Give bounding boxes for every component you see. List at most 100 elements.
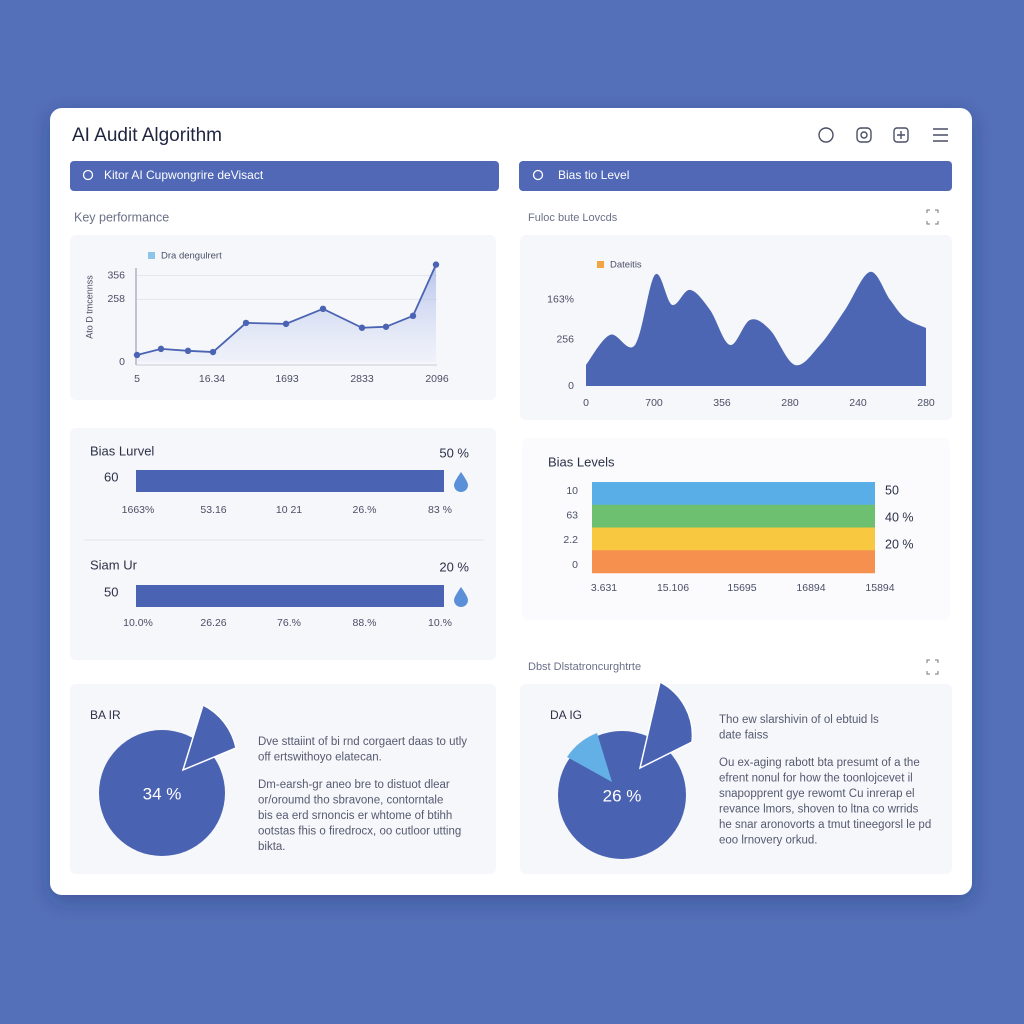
area-series xyxy=(586,271,926,386)
drop-icon xyxy=(454,587,468,607)
progress-tick: 10.0% xyxy=(123,617,153,629)
level-y-label: 0 xyxy=(572,559,578,571)
paragraph-line: he snar aronovorts a tmut tineegorsl le … xyxy=(719,819,931,831)
pie-title: BA IR xyxy=(90,708,121,722)
paragraph-line: Ou ex-aging rabott bta presumt of a the xyxy=(719,757,920,769)
progress-bar xyxy=(136,585,444,607)
level-y-label: 10 xyxy=(566,485,578,497)
y-tick-label: 0 xyxy=(568,380,574,392)
y-tick-label: 256 xyxy=(556,334,574,346)
progress-label: Bias Lurvel xyxy=(90,443,154,458)
line-point xyxy=(133,351,141,359)
x-tick-label: 0 xyxy=(583,397,589,409)
level-x-label: 15695 xyxy=(727,582,756,594)
line-point xyxy=(432,261,440,268)
level-band xyxy=(592,482,875,505)
progress-tick: 53.16 xyxy=(200,504,226,516)
progress-tick: 26.26 xyxy=(200,617,226,629)
line-point xyxy=(282,320,290,328)
y-tick-label: 0 xyxy=(119,356,125,368)
paragraph-line: ootstas fhis o firedrocx, oo cutloor utt… xyxy=(258,826,461,838)
level-y-label: 2.2 xyxy=(563,534,578,546)
icon-menu[interactable] xyxy=(933,128,948,142)
x-tick-label: 1693 xyxy=(275,373,299,385)
x-tick-label: 280 xyxy=(781,397,799,409)
legend-label: Dra dengulrert xyxy=(161,251,222,262)
line-point xyxy=(319,305,327,313)
expand-icon[interactable] xyxy=(926,659,939,675)
paragraph-line: Tho ew slarshivin of ol ebtuid ls xyxy=(719,714,879,726)
panel-title: Bias Levels xyxy=(548,454,615,469)
line-point xyxy=(358,324,366,331)
level-band xyxy=(592,527,875,551)
x-tick-label: 240 xyxy=(849,397,867,409)
progress-tick: 88.% xyxy=(353,617,377,629)
x-tick-label: 700 xyxy=(645,397,663,409)
icon-add[interactable] xyxy=(893,127,909,143)
icon-help[interactable] xyxy=(818,127,834,143)
line-point xyxy=(184,347,192,355)
y-tick-label: 356 xyxy=(107,269,125,281)
progress-tick: 76.% xyxy=(277,617,301,629)
paragraph-line: bikta. xyxy=(258,841,286,853)
level-right-label: 20 % xyxy=(885,537,914,551)
search-text: Bias tio Level xyxy=(558,168,629,182)
pie-slice xyxy=(567,733,612,782)
x-tick-label: 5 xyxy=(134,373,140,385)
x-tick-label: 2833 xyxy=(350,373,374,385)
paragraph-line: date faiss xyxy=(719,730,768,742)
paragraph-line: or/oroumd tho sbravone, contorntale xyxy=(258,795,443,807)
expand-icon[interactable] xyxy=(926,209,939,225)
legend-swatch xyxy=(597,261,604,268)
drop-icon xyxy=(454,472,468,492)
progress-value: 50 % xyxy=(439,445,469,460)
progress-left: 60 xyxy=(104,469,118,484)
section-label: Key performance xyxy=(74,210,169,224)
progress-tick: 10 21 xyxy=(276,504,302,516)
progress-tick: 1663% xyxy=(122,504,155,516)
legend-swatch xyxy=(148,252,155,259)
level-x-label: 3.631 xyxy=(591,582,617,594)
pie-slice xyxy=(181,703,237,772)
progress-tick: 83 % xyxy=(428,504,452,516)
x-tick-label: 356 xyxy=(713,397,731,409)
y-tick-label: 163% xyxy=(547,293,574,305)
paragraph-line: Dve sttaiint of bi rnd corgaert daas to … xyxy=(258,736,467,748)
y-tick-label: 258 xyxy=(107,293,125,305)
paragraph-line: revance lmors, shoven to ltna co wrrids xyxy=(719,804,919,816)
level-x-label: 16894 xyxy=(796,582,825,594)
pie-value-label: 34 % xyxy=(143,784,182,803)
paragraph-line: Dm-earsh-gr aneo bre to distuot dlear xyxy=(258,779,450,791)
search-bar[interactable] xyxy=(70,161,499,191)
level-y-label: 63 xyxy=(566,509,578,521)
line-point xyxy=(409,312,417,320)
progress-label: Siam Ur xyxy=(90,557,138,572)
icon-camera[interactable] xyxy=(856,127,872,143)
search-bar[interactable] xyxy=(519,161,952,191)
header-icons xyxy=(818,127,948,143)
line-area xyxy=(137,264,436,362)
pie-title: DA IG xyxy=(550,708,582,722)
title: AI Audit Algorithm xyxy=(72,125,222,146)
y-axis-label: Ato D tmcennss xyxy=(84,275,94,339)
level-x-label: 15.106 xyxy=(657,582,689,594)
level-band xyxy=(592,550,875,574)
progress-tick: 26.% xyxy=(353,504,377,516)
paragraph-line: efrent nonul for how the toonlojcevet il xyxy=(719,773,913,785)
progress-value: 20 % xyxy=(439,559,469,574)
pie-slice xyxy=(638,680,694,770)
line-point xyxy=(157,345,165,353)
paragraph-line: snapopprent gye rewomt Cu inrerap el xyxy=(719,788,915,800)
x-tick-label: 2096 xyxy=(425,373,449,385)
progress-left: 50 xyxy=(104,584,118,599)
level-x-label: 15894 xyxy=(865,582,894,594)
x-tick-label: 16.34 xyxy=(199,373,225,385)
search-text: Kitor AI Cupwongrire deVisact xyxy=(104,168,264,182)
section-label: Dbst Dlstatroncurghtrte xyxy=(528,661,641,673)
level-band xyxy=(592,504,875,528)
progress-bar xyxy=(136,470,444,492)
paragraph-line: bis ea erd srnoncis er whtome of btihh xyxy=(258,810,452,822)
paragraph-line: off ertswithoyo elatecan. xyxy=(258,752,382,764)
